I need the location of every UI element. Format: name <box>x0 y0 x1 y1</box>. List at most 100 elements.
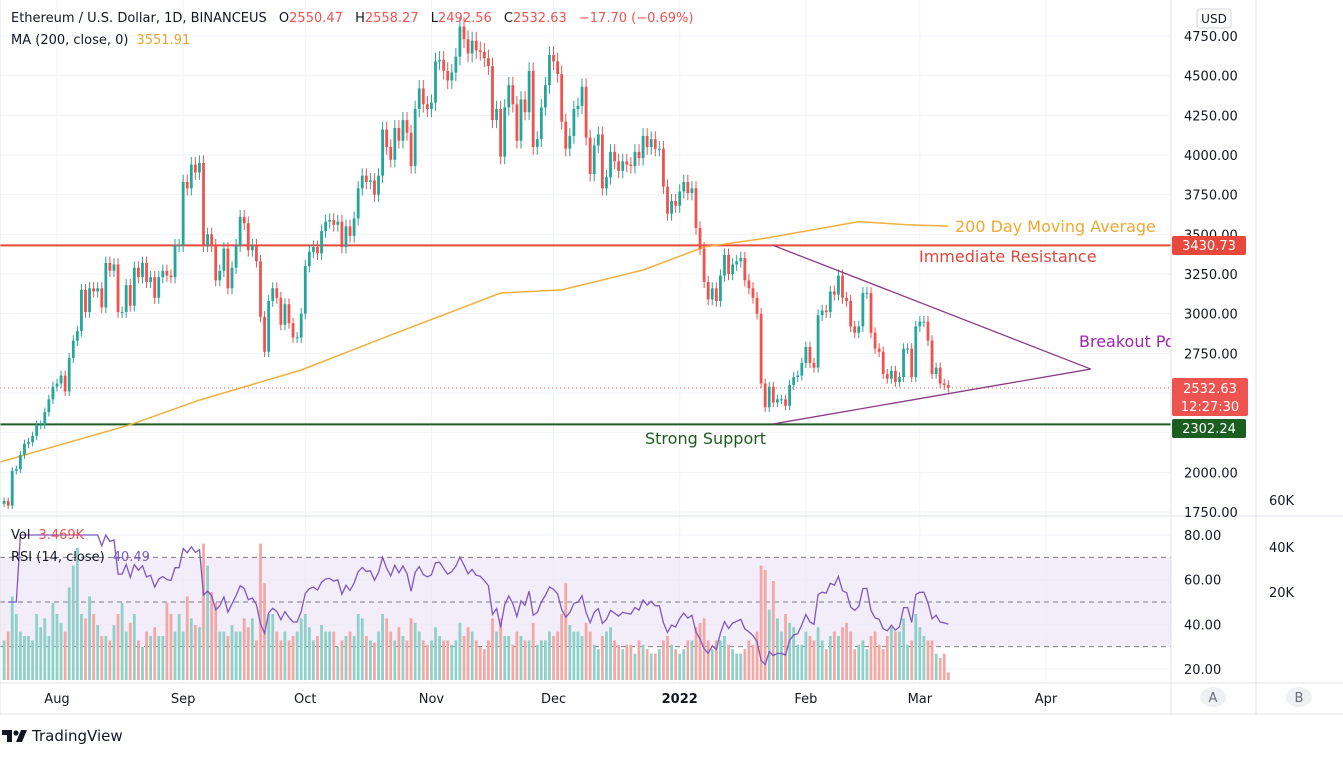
volume-bar <box>499 618 503 680</box>
pane-borders <box>0 0 1343 715</box>
volume-bar <box>588 631 592 680</box>
candle-body <box>702 248 706 282</box>
volume-bar <box>165 603 169 680</box>
candle-body <box>206 234 209 246</box>
candle-body <box>747 280 751 289</box>
candle-body <box>360 175 364 189</box>
rsi-polyline <box>8 533 949 666</box>
scale-button-a[interactable]: A <box>1200 687 1226 707</box>
candle-body <box>637 151 641 159</box>
resistance-price-text: 3430.73 <box>1182 239 1236 254</box>
scale-button-b[interactable]: B <box>1286 687 1312 707</box>
candle-body <box>731 264 735 275</box>
candle-body <box>108 262 112 271</box>
candle-body <box>739 258 743 262</box>
volume-bar <box>755 631 759 680</box>
candle-body <box>214 245 218 281</box>
volume-bar <box>780 631 783 680</box>
candle-body <box>657 148 661 150</box>
volume-bar <box>137 640 140 680</box>
volume-bar <box>169 614 173 680</box>
volume-bar <box>307 627 311 680</box>
symbol-title: Ethereum / U.S. Dollar, 1D, BINANCEUS <box>11 11 267 26</box>
candle-body <box>788 385 791 406</box>
candle-body <box>35 424 39 436</box>
currency-badge[interactable]: USD <box>1196 8 1232 29</box>
candle-body <box>592 145 596 175</box>
volume-bar <box>706 640 710 680</box>
support-price-tag <box>1172 419 1246 438</box>
candle-body <box>275 288 279 298</box>
symbol-legend[interactable]: Ethereum / U.S. Dollar, 1D, BINANCEUS O2… <box>11 11 693 26</box>
candle-body <box>385 129 389 148</box>
ma-legend[interactable]: MA (200, close, 0) 3551.91 <box>11 33 190 48</box>
price-tick-label: 4250.00 <box>1184 109 1238 124</box>
volume-bar <box>800 644 804 680</box>
volume-bar <box>35 614 39 680</box>
candle-body <box>837 275 840 295</box>
volume-bar <box>373 642 376 680</box>
currency-label: USD <box>1201 12 1227 26</box>
volume-bar <box>173 631 177 680</box>
volume-bar <box>299 618 303 680</box>
volume-bar <box>185 596 189 680</box>
volume-bar <box>816 627 820 680</box>
volume-bar <box>210 592 214 680</box>
candle-body <box>706 281 710 300</box>
volume-bars <box>2 543 950 680</box>
candle-body <box>116 264 120 313</box>
candle-body <box>853 326 857 333</box>
volume-bar <box>108 640 112 680</box>
volume-bar <box>320 625 323 680</box>
candle-body <box>922 321 926 323</box>
candle-body <box>653 139 657 149</box>
volume-bar <box>413 622 417 680</box>
tradingview-logo[interactable]: TradingView <box>2 727 123 745</box>
candle-body <box>482 51 486 59</box>
candle-body <box>59 375 63 384</box>
candle-body <box>511 85 515 105</box>
candle-body <box>51 386 55 400</box>
volume-bar <box>454 640 458 680</box>
candle-body <box>202 162 205 246</box>
volume-bar <box>519 636 523 680</box>
candle-body <box>930 340 934 374</box>
volume-bar <box>503 636 507 680</box>
volume-bar <box>425 644 429 680</box>
rsi-legend[interactable]: RSI (14, close) 40.49 <box>11 550 150 565</box>
price-tick-label: 4750.00 <box>1184 30 1238 45</box>
candle-body <box>527 70 531 113</box>
rsi-label: RSI (14, close) <box>11 550 105 565</box>
volume-bar <box>600 636 604 680</box>
volume-tick-label: 40K <box>1269 541 1295 556</box>
candle-body <box>861 293 865 327</box>
candle-body <box>771 386 775 403</box>
candle-body <box>198 162 201 173</box>
volume-legend[interactable]: Vol 3.469K <box>11 528 84 543</box>
price-tick-label: 3000.00 <box>1184 308 1238 323</box>
volume-bar <box>511 644 515 680</box>
volume-bar <box>633 653 637 680</box>
candle-body <box>75 331 79 341</box>
time-axis-label: Feb <box>794 692 817 707</box>
triangle-pattern[interactable] <box>773 244 1092 425</box>
candle-body <box>295 337 299 339</box>
volume-bar <box>759 565 763 680</box>
volume-bar <box>234 631 238 680</box>
candle-body <box>910 348 914 378</box>
candle-body <box>499 108 503 157</box>
candle-body <box>128 285 132 306</box>
volume-bar <box>552 636 555 680</box>
candle-body <box>531 70 535 148</box>
volume-bar <box>898 631 901 680</box>
horizontal-levels[interactable] <box>0 244 1171 426</box>
candle-body <box>193 164 197 173</box>
candle-body <box>169 275 173 278</box>
candle-body <box>120 312 124 314</box>
candle-body <box>157 277 161 298</box>
volume-bar <box>442 640 446 680</box>
rsi-value: 40.49 <box>112 550 150 565</box>
volume-bar <box>222 631 226 680</box>
candle-body <box>894 370 897 382</box>
